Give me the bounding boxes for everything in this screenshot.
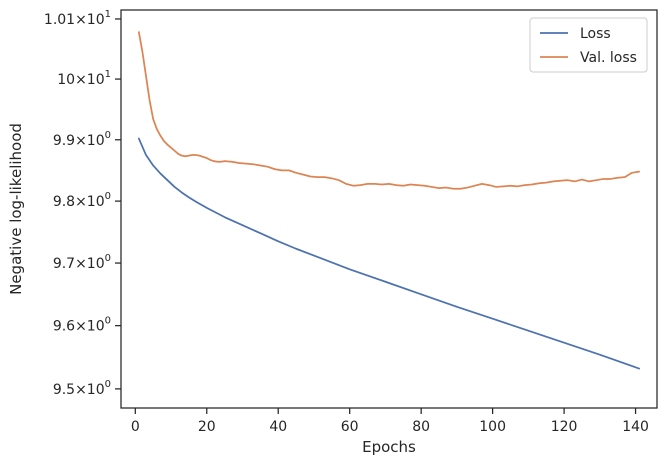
y-tick-label: 1.01×101 — [44, 9, 111, 28]
y-tick-label: 9.6×100 — [53, 316, 111, 335]
legend-entry-label: Val. loss — [580, 50, 637, 66]
y-tick-label: 9.8×100 — [53, 191, 111, 210]
x-tick-label: 20 — [198, 419, 216, 435]
y-axis-ticks: 1.01×101 10×101 9.9×100 9.8×100 9.7×100 9.6×1… — [44, 9, 121, 398]
legend: Loss Val. loss — [529, 17, 648, 73]
legend-entry-label: Loss — [580, 26, 611, 42]
plot-lines — [137, 31, 641, 370]
y-tick-label: 10×101 — [57, 69, 111, 88]
x-axis-ticks: 0 20 40 60 80 100 120 140 — [131, 408, 649, 435]
legend-box — [529, 17, 648, 73]
y-tick-label: 9.9×100 — [53, 130, 111, 149]
y-tick-label: 9.7×100 — [53, 253, 111, 272]
x-axis-label: Epochs — [362, 438, 416, 456]
x-tick-label: 0 — [131, 419, 140, 435]
plot-frame — [120, 9, 658, 409]
x-tick-label: 80 — [412, 419, 430, 435]
series-line-val-loss — [137, 31, 641, 190]
x-tick-label: 60 — [341, 419, 359, 435]
x-tick-label: 100 — [479, 419, 506, 435]
x-tick-label: 40 — [269, 419, 287, 435]
x-tick-label: 140 — [622, 419, 649, 435]
series-line-loss — [137, 137, 641, 370]
y-axis-label: Negative log-likelihood — [7, 123, 25, 295]
x-tick-label: 120 — [551, 419, 578, 435]
y-tick-label: 9.5×100 — [53, 379, 111, 398]
